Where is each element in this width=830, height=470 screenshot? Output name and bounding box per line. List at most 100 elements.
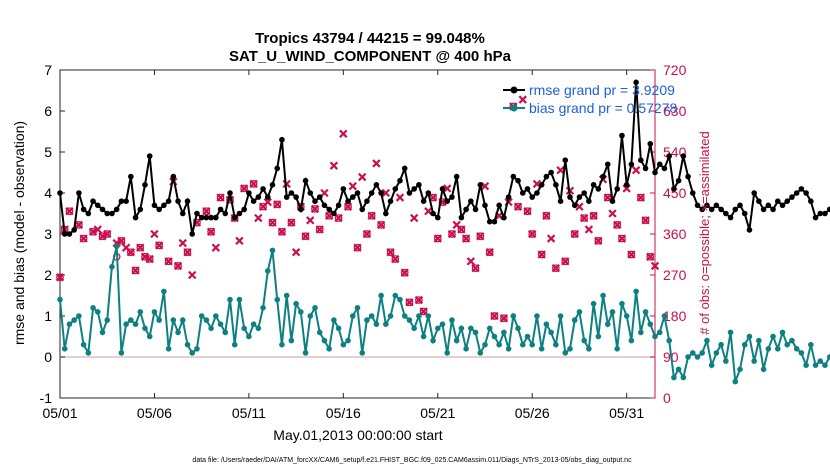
rmse-point <box>760 206 767 213</box>
obs-assimilated-point <box>339 129 348 138</box>
rmse-point <box>548 169 554 176</box>
bias-point <box>491 333 498 340</box>
bias-point <box>184 341 191 348</box>
obs-assimilated-point <box>443 184 452 193</box>
bias-point <box>132 321 139 328</box>
obs-assimilated-point <box>263 197 272 207</box>
bias-point <box>557 313 564 319</box>
bias-point <box>203 317 210 323</box>
bias-point <box>604 321 611 328</box>
obs-assimilated-point <box>546 234 556 243</box>
obs-assimilated-point <box>608 209 617 218</box>
obs-possible-point <box>315 225 324 234</box>
bias-point <box>246 333 252 340</box>
bias-point <box>326 346 332 352</box>
rmse-point <box>468 198 474 204</box>
rmse-point <box>567 194 573 200</box>
rmse-point <box>789 194 795 200</box>
rmse-point <box>217 206 224 213</box>
bias-point <box>784 341 791 348</box>
rmse-point <box>156 206 162 213</box>
bias-point <box>553 341 559 348</box>
x-tick-label: 05/16 <box>326 405 361 421</box>
obs-assimilated-point <box>579 213 589 223</box>
y-tick-label-left: -1 <box>40 390 53 406</box>
bias-point <box>217 321 224 328</box>
bias-point <box>779 329 786 336</box>
rmse-point <box>288 190 295 196</box>
legend-bias-swatch-marker <box>510 104 518 112</box>
obs-possible-point <box>646 252 655 261</box>
obs-possible-point <box>561 257 570 266</box>
rmse-point <box>387 198 394 204</box>
rmse-point <box>647 141 654 147</box>
obs-possible-point <box>613 221 622 229</box>
bias-point <box>803 362 809 369</box>
bias-point <box>732 378 739 385</box>
obs-assimilated-point <box>627 250 636 259</box>
rmse-point <box>302 177 309 184</box>
rmse-point <box>505 194 512 200</box>
rmse-point <box>406 190 413 196</box>
obs-assimilated-point <box>485 248 494 257</box>
bias-point <box>482 341 488 348</box>
rmse-point <box>713 202 720 209</box>
rmse-point <box>656 161 663 168</box>
bias-point <box>689 350 696 356</box>
bias-point <box>194 346 200 352</box>
bias-point <box>406 317 413 323</box>
y-axis-label-left: rmse and bias (model - observation) <box>11 121 27 345</box>
bias-point <box>628 337 635 344</box>
bias-point <box>260 305 266 311</box>
rmse-point <box>826 206 830 213</box>
obs-assimilated-point <box>164 257 173 266</box>
rmse-point <box>793 190 800 196</box>
obs-assimilated-point <box>650 261 660 271</box>
rmse-point <box>491 218 498 225</box>
rmse-point <box>397 177 403 184</box>
bias-point <box>161 288 167 295</box>
rmse-point <box>685 173 691 180</box>
bias-point <box>364 317 370 323</box>
obs-assimilated-point <box>117 236 126 246</box>
obs-possible-point <box>636 193 645 202</box>
obs-possible-point <box>641 216 650 225</box>
bias-point <box>76 313 82 319</box>
obs-possible-point <box>570 230 579 238</box>
bias-point <box>505 346 512 352</box>
bias-point <box>713 350 720 356</box>
rmse-point <box>94 202 101 209</box>
rmse-point <box>808 198 814 204</box>
obs-assimilated-point <box>391 254 400 264</box>
rmse-point <box>179 210 186 217</box>
obs-possible-point <box>56 273 64 282</box>
rmse-point <box>590 182 597 188</box>
rmse-point <box>80 206 87 213</box>
rmse-point <box>666 153 672 159</box>
x-tick-label: 05/11 <box>232 405 266 421</box>
obs-assimilated-point <box>334 213 343 223</box>
rmse-point <box>458 214 465 221</box>
rmse-point <box>392 186 399 192</box>
rmse-point <box>557 198 564 204</box>
obs-assimilated-point <box>594 236 603 246</box>
bias-point <box>434 325 441 332</box>
rmse-point <box>213 214 219 221</box>
rmse-point <box>269 182 276 188</box>
bias-point <box>458 325 465 332</box>
rmse-point <box>189 231 196 237</box>
obs-possible-point <box>126 248 135 257</box>
obs-possible-point <box>363 230 371 238</box>
rmse-point <box>326 206 332 213</box>
obs-assimilated-point <box>235 236 244 246</box>
obs-assimilated-point <box>409 213 419 223</box>
obs-possible-point <box>433 234 442 243</box>
rmse-point <box>383 210 389 217</box>
obs-assimilated-point <box>570 229 579 239</box>
bias-point <box>146 333 153 340</box>
bias-point <box>567 346 573 352</box>
obs-assimilated-point <box>287 218 296 227</box>
rmse-point <box>194 210 200 217</box>
bias-point <box>359 350 366 356</box>
